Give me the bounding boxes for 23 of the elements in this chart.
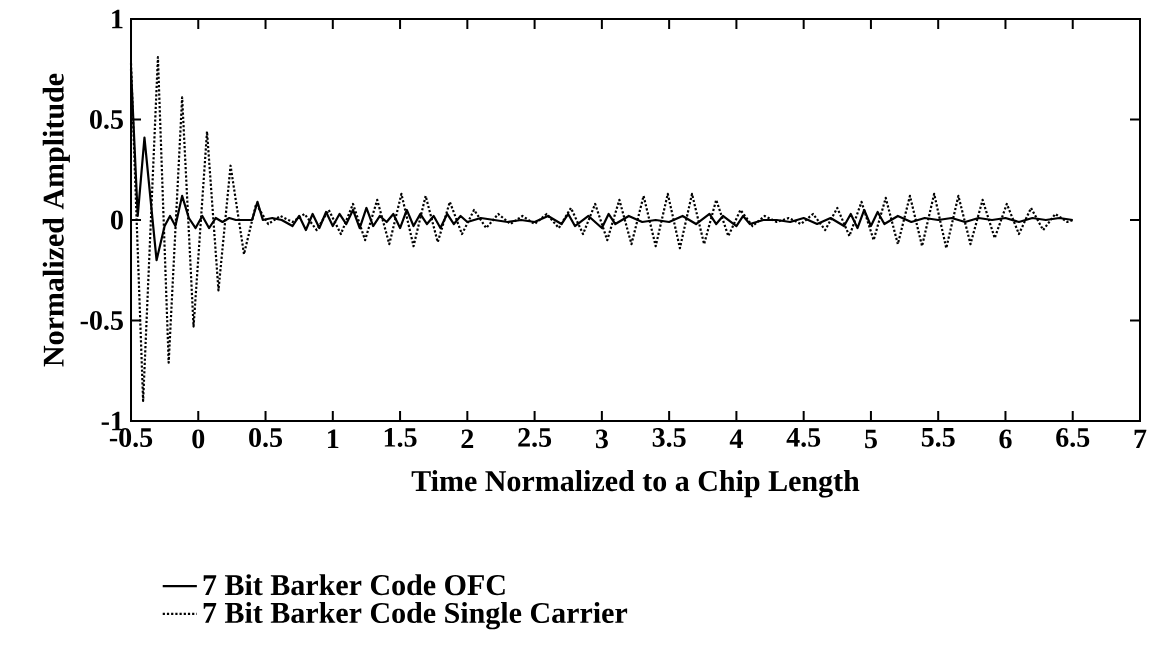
x-tick-label: 3: [595, 429, 608, 449]
x-tick-label: 1.5: [384, 428, 417, 447]
x-tick-label: 6.5: [1056, 428, 1090, 448]
y-tick-label: 1: [112, 9, 123, 29]
x-tick-label: 6: [999, 429, 1012, 449]
x-tick-label: 1: [328, 429, 339, 449]
x-tick-label: 0.5: [249, 428, 283, 448]
x-tick-label: 4.5: [786, 428, 821, 447]
x-tick-label: 3.5: [652, 428, 686, 448]
y-tick-label: -0.5: [80, 310, 123, 331]
y-axis-title: Normalized Amplitude: [42, 73, 70, 367]
x-tick-label: 4: [729, 429, 743, 449]
x-tick-label: 7: [1134, 429, 1147, 449]
x-tick-label: 0: [192, 429, 205, 449]
x-axis-title: Time Normalized to a Chip Length: [411, 470, 860, 498]
legend-label: 7 Bit Barker Code OFC: [203, 574, 505, 596]
y-tick-label: 0: [111, 210, 123, 230]
x-tick-label: 5.5: [921, 428, 955, 447]
legend-label: 7 Bit Barker Code Single Carrier: [203, 601, 628, 630]
x-tick-label: 5: [865, 429, 877, 449]
x-tick-label: 2.5: [518, 428, 552, 448]
y-tick-label: 0.5: [90, 109, 123, 130]
x-tick-label: 2: [461, 429, 474, 449]
